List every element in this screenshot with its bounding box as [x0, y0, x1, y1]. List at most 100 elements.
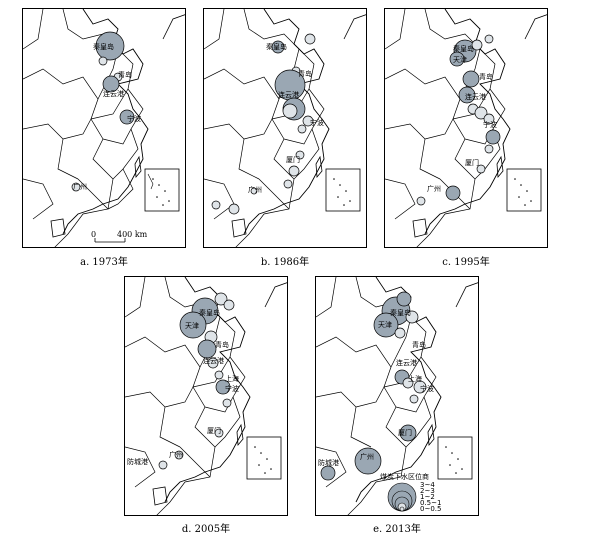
port-marker: [283, 179, 293, 189]
port-marker: [458, 86, 476, 104]
label-qingdao: 青岛: [479, 72, 493, 81]
label-qinhuangdao: 秦皇岛: [390, 308, 411, 317]
port-marker: [197, 339, 217, 359]
port-marker: [119, 109, 135, 125]
port-marker: [304, 33, 316, 45]
south-china-sea-inset: [246, 436, 282, 480]
port-marker: [476, 164, 486, 174]
map-2005: 秦皇岛 天津 青岛 连云港 上海 宁波 厦门 防城港 广州: [125, 277, 287, 515]
map-panel-1973: 秦皇岛 青岛 连云港 宁波 广州 0 400 km: [22, 8, 186, 248]
label-xiamen: 厦门: [465, 158, 479, 167]
port-marker: [483, 113, 495, 125]
label-xiamen: 厦门: [286, 155, 300, 164]
caption-1973: a. 1973年: [80, 257, 128, 268]
port-marker: [223, 299, 235, 311]
map-panel-1986: 秦皇岛 青岛 连云港 宁波 厦门 广州: [203, 8, 367, 248]
label-lianyungang: 连云港: [103, 89, 124, 98]
label-qinhuangdao: 秦皇岛: [266, 42, 287, 51]
port-marker: [214, 428, 224, 438]
label-ningbo: 宁波: [420, 384, 434, 393]
label-shanghai: 上海: [225, 374, 239, 383]
port-marker: [271, 40, 285, 54]
label-ningbo: 宁波: [127, 114, 141, 123]
legend-circle: [399, 506, 405, 512]
label-fangchenggang: 防城港: [318, 458, 339, 467]
label-guangzhou: 广州: [248, 185, 262, 194]
port-marker: [320, 465, 336, 481]
port-marker: [402, 377, 414, 389]
legend-class-5: 0~0.5: [420, 505, 441, 513]
port-marker: [158, 460, 168, 470]
port-symbols: [158, 292, 235, 470]
label-guangzhou: 广州: [73, 182, 87, 191]
port-symbols: [211, 33, 316, 215]
port-marker: [354, 447, 382, 475]
label-qinhuangdao: 秦皇岛: [199, 308, 220, 317]
south-china-sea-inset: [506, 168, 542, 212]
port-marker: [98, 56, 108, 66]
legend: 煤炭下水区位商 3~4 2~3 1~2 0.5~1 0~0.5: [380, 472, 441, 513]
port-marker: [396, 291, 412, 307]
label-lianyungang: 连云港: [203, 356, 224, 365]
port-marker: [484, 34, 494, 44]
label-qingdao: 青岛: [215, 340, 229, 349]
south-china-sea-inset: [437, 436, 473, 480]
port-marker: [445, 185, 461, 201]
port-marker: [484, 144, 494, 154]
label-ningbo: 宁波: [483, 120, 497, 129]
caption-1995: c. 1995年: [442, 257, 490, 268]
label-qinhuangdao: 秦皇岛: [93, 42, 114, 51]
port-symbols: [71, 31, 135, 192]
port-marker: [282, 103, 298, 119]
port-marker: [71, 182, 81, 192]
label-shanghai: 上海: [408, 374, 422, 383]
port-marker: [222, 398, 232, 408]
south-china-sea-inset: [325, 168, 361, 212]
port-marker: [228, 203, 240, 215]
label-tianjin: 天津: [453, 56, 467, 64]
scale-bar: 0 400 km: [91, 230, 148, 243]
label-tianjin: 天津: [185, 322, 199, 330]
caption-2013: e. 2013年: [373, 524, 421, 535]
scale-start: 0: [91, 230, 96, 239]
caption-2005: d. 2005年: [181, 524, 231, 535]
map-panel-2013: 秦皇岛 天津 青岛 连云港 上海 宁波 厦门 防城港 广州 煤炭下水区位商 3~…: [315, 276, 479, 516]
port-marker: [462, 70, 480, 88]
legend-title: 煤炭下水区位商: [380, 472, 429, 481]
map-1986: 秦皇岛 青岛 连云港 宁波 厦门 广州: [204, 9, 366, 247]
port-marker: [302, 115, 314, 127]
port-marker: [413, 380, 427, 394]
port-marker: [416, 196, 426, 206]
label-qingdao: 青岛: [298, 69, 312, 78]
port-marker: [211, 200, 221, 210]
label-guangzhou: 广州: [360, 452, 374, 461]
south-china-sea-inset: [144, 168, 180, 212]
port-marker: [399, 424, 417, 442]
map-1973: 秦皇岛 青岛 连云港 宁波 广州 0 400 km: [23, 9, 185, 247]
port-marker: [250, 187, 258, 195]
port-marker: [409, 394, 419, 404]
port-marker: [207, 357, 219, 369]
port-marker: [471, 39, 483, 51]
port-marker: [214, 370, 224, 380]
map-1995: 秦皇岛 天津 青岛 连云港 宁波 厦门 广州: [385, 9, 547, 247]
port-marker: [449, 51, 465, 67]
port-marker: [102, 75, 120, 93]
legend-class-2: 2~3: [420, 487, 435, 495]
label-guangzhou: 广州: [427, 184, 441, 193]
label-lianyungang: 连云港: [465, 92, 486, 101]
legend-class-3: 1~2: [420, 493, 435, 501]
label-lianyungang: 连云港: [396, 358, 417, 367]
legend-class-4: 0.5~1: [420, 499, 441, 507]
label-fangchenggang: 防城港: [127, 457, 148, 466]
label-qingdao: 青岛: [118, 70, 132, 79]
map-2013: 秦皇岛 天津 青岛 连云港 上海 宁波 厦门 防城港 广州 煤炭下水区位商 3~…: [316, 277, 478, 515]
label-qingdao: 青岛: [412, 340, 426, 349]
port-marker: [215, 379, 231, 395]
label-ningbo: 宁波: [310, 118, 324, 127]
port-marker: [179, 311, 207, 339]
map-panel-2005: 秦皇岛 天津 青岛 连云港 上海 宁波 厦门 防城港 广州: [124, 276, 288, 516]
map-panel-1995: 秦皇岛 天津 青岛 连云港 宁波 厦门 广州: [384, 8, 548, 248]
port-marker: [394, 327, 406, 339]
port-marker: [405, 310, 419, 324]
